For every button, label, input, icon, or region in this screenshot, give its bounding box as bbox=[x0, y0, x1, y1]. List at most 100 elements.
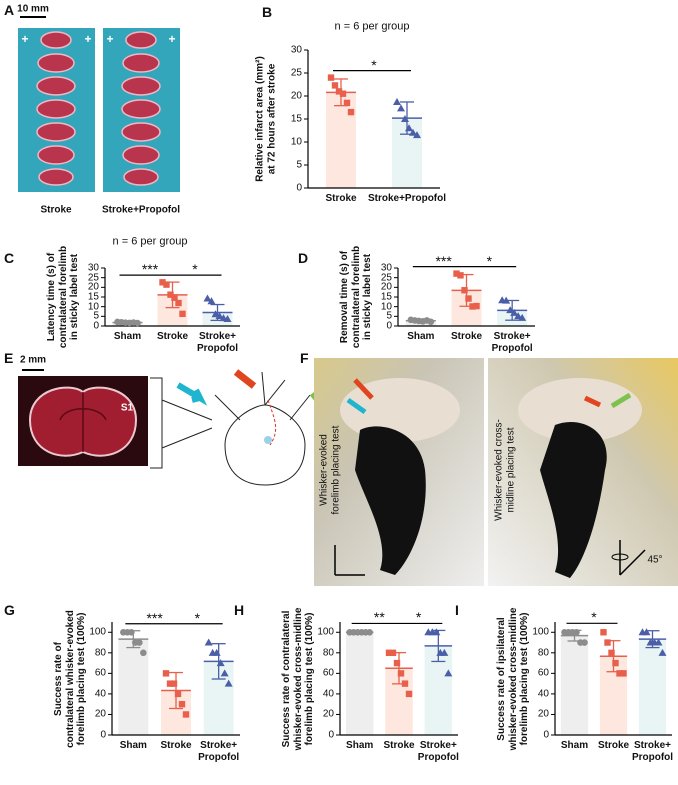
significance-label: * bbox=[194, 609, 201, 626]
hand bbox=[518, 378, 642, 442]
panel-letter: C bbox=[4, 250, 15, 266]
data-point bbox=[343, 99, 351, 107]
whiskers bbox=[214, 371, 311, 421]
y-tick-label: 60 bbox=[94, 667, 106, 679]
annotation: n = 6 per group bbox=[334, 20, 410, 33]
arrow-red bbox=[353, 378, 374, 400]
data-point bbox=[413, 131, 421, 139]
y-axis-label: Relative infarct area (mm²) at 72 hours … bbox=[254, 56, 278, 182]
data-point bbox=[654, 638, 663, 646]
panel-letter: D bbox=[298, 250, 309, 266]
data-point bbox=[327, 74, 335, 81]
data-point bbox=[174, 690, 182, 698]
y-axis-label: Removal time (s) of contralateral foreli… bbox=[338, 245, 373, 349]
mouse bbox=[355, 426, 426, 575]
y-tick-label: 0 bbox=[386, 320, 392, 332]
y-tick-label: 5 bbox=[386, 310, 392, 322]
arrow-red bbox=[233, 369, 257, 389]
panel-letter: G bbox=[4, 602, 15, 618]
data-point bbox=[162, 670, 170, 677]
y-tick-label: 10 bbox=[290, 136, 302, 148]
significance-label: * bbox=[486, 252, 493, 269]
pathway bbox=[267, 399, 277, 446]
data-point bbox=[179, 310, 186, 318]
x-tick-label: Stroke+ Propofol bbox=[631, 740, 674, 763]
x-tick-label: Sham bbox=[407, 331, 435, 342]
data-point bbox=[405, 690, 413, 698]
x-tick-label: Sham bbox=[119, 740, 147, 751]
x-tick-label: Stroke bbox=[156, 331, 189, 342]
y-tick-label: 80 bbox=[94, 647, 106, 659]
scale-label: 10 mm bbox=[17, 3, 49, 15]
data-point bbox=[518, 313, 527, 321]
panel-e-graphics bbox=[18, 369, 333, 486]
scale-label: 2 mm bbox=[19, 354, 47, 366]
brain-detail bbox=[59, 392, 107, 452]
y-tick-label: 20 bbox=[537, 708, 549, 720]
x-tick-label: Stroke+ Propofol bbox=[198, 740, 240, 763]
x-tick-label: Stroke+Propofol bbox=[367, 193, 447, 204]
x-tick-label: Sham bbox=[113, 331, 142, 342]
data-point bbox=[204, 638, 213, 646]
data-point bbox=[175, 299, 182, 307]
data-point bbox=[393, 659, 401, 667]
data-point bbox=[444, 669, 453, 677]
data-point bbox=[170, 680, 178, 687]
arrow-cyan bbox=[176, 382, 208, 406]
significance-label: * bbox=[192, 261, 198, 278]
data-point bbox=[339, 90, 347, 97]
y-tick-label: 15 bbox=[87, 291, 99, 303]
y-tick-label: 100 bbox=[317, 626, 334, 638]
plus-mark: + bbox=[106, 32, 114, 47]
axes-arrow bbox=[334, 545, 365, 576]
data-point bbox=[600, 629, 607, 636]
data-point bbox=[608, 649, 615, 657]
region-label: S1 bbox=[120, 402, 134, 414]
y-tick-label: 15 bbox=[380, 291, 392, 303]
significance-label: * bbox=[415, 609, 422, 626]
data-point bbox=[440, 648, 449, 656]
data-point bbox=[335, 88, 343, 95]
data-point bbox=[140, 649, 147, 657]
y-tick-label: 10 bbox=[87, 300, 99, 312]
brain-slices bbox=[36, 31, 161, 186]
y-tick-label: 0 bbox=[296, 182, 302, 194]
data-point bbox=[178, 700, 186, 708]
data-point bbox=[612, 659, 619, 667]
data-point bbox=[616, 670, 623, 677]
y-tick-label: 5 bbox=[93, 310, 99, 322]
y-tick-label: 25 bbox=[87, 271, 99, 283]
y-tick-label: 20 bbox=[380, 281, 392, 293]
x-tick-label: Stroke bbox=[450, 331, 483, 342]
data-point bbox=[171, 294, 178, 301]
plus-mark: + bbox=[84, 32, 92, 47]
significance-label: *** bbox=[146, 609, 163, 626]
x-tick-label: Stroke bbox=[160, 740, 192, 751]
target-area bbox=[264, 436, 272, 444]
x-tick-label: Stroke bbox=[383, 740, 415, 751]
data-point bbox=[207, 297, 216, 305]
y-tick-label: 60 bbox=[322, 667, 334, 679]
data-point bbox=[457, 272, 464, 279]
x-tick-label: Stroke+ Propofol bbox=[491, 331, 533, 354]
data-point bbox=[473, 302, 480, 310]
photo-label: Stroke bbox=[40, 204, 72, 216]
arrow-cyan bbox=[346, 397, 367, 415]
y-tick-label: 40 bbox=[537, 688, 549, 700]
photo-slices bbox=[18, 16, 180, 192]
plus-mark: + bbox=[21, 32, 29, 47]
data-point bbox=[159, 279, 166, 286]
y-tick-label: 0 bbox=[328, 729, 334, 741]
arrow-red bbox=[583, 395, 602, 408]
significance-label: * bbox=[591, 609, 597, 626]
significance-label: ** bbox=[373, 609, 385, 626]
y-tick-label: 80 bbox=[537, 647, 549, 659]
data-point bbox=[182, 711, 190, 718]
y-tick-label: 80 bbox=[322, 647, 334, 659]
y-tick-label: 0 bbox=[543, 729, 549, 741]
x-tick-label: Stroke+ Propofol bbox=[417, 740, 459, 763]
data-point bbox=[397, 670, 405, 677]
data-point bbox=[223, 315, 232, 323]
